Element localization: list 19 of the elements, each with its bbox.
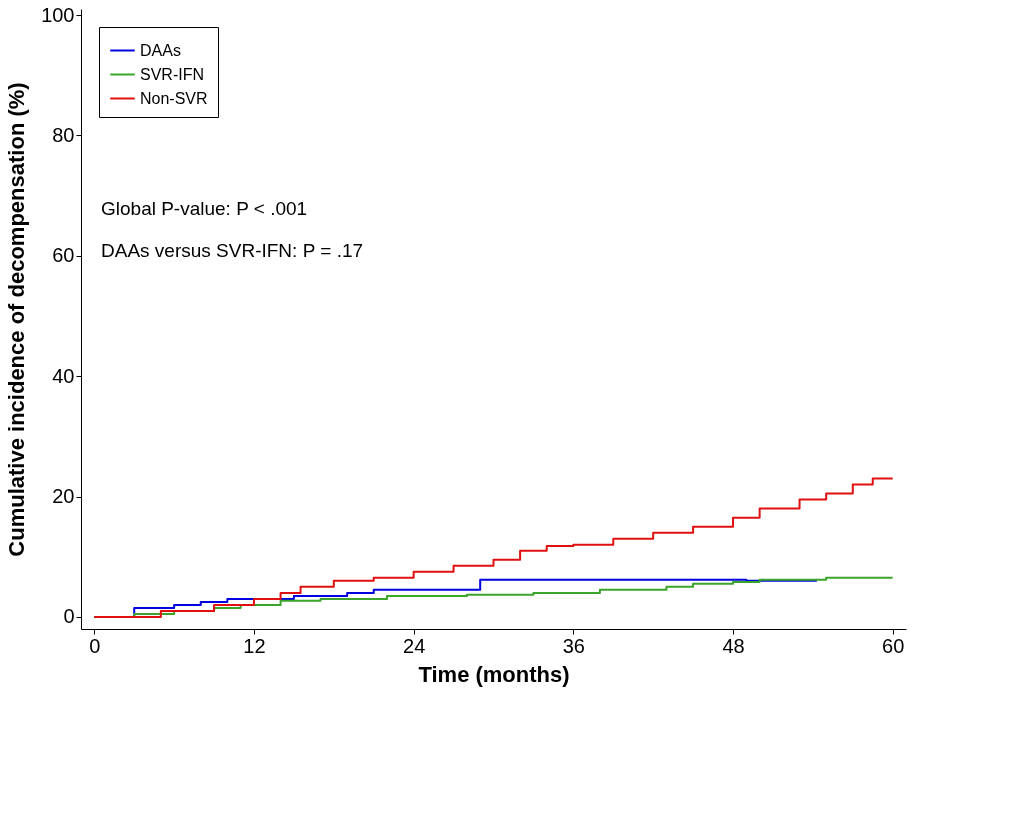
annotation: Global P-value: P < .001 bbox=[101, 198, 308, 219]
x-tick-label: 36 bbox=[562, 634, 585, 657]
legend-label: SVR-IFN bbox=[140, 65, 204, 83]
x-tick-label: 60 bbox=[882, 634, 905, 657]
y-axis-title: Cumulative incidence of decompensation (%) bbox=[4, 82, 30, 557]
y-tick-label: 40 bbox=[52, 364, 75, 387]
y-tick-label: 80 bbox=[52, 123, 75, 146]
x-tick-label: 12 bbox=[243, 634, 266, 657]
y-tick-label: 60 bbox=[52, 244, 75, 267]
x-tick-label: 48 bbox=[722, 634, 745, 657]
x-tick-label: 24 bbox=[403, 634, 426, 657]
annotation: DAAs versus SVR-IFN: P = .17 bbox=[101, 240, 364, 261]
legend-label: Non-SVR bbox=[140, 89, 208, 107]
legend-label: DAAs bbox=[140, 41, 181, 59]
x-tick-label: 0 bbox=[89, 634, 101, 657]
y-tick-label: 0 bbox=[63, 605, 75, 628]
y-tick-label: 100 bbox=[41, 3, 75, 26]
x-axis-title: Time (months) bbox=[418, 661, 570, 687]
y-tick-label: 20 bbox=[52, 485, 75, 508]
